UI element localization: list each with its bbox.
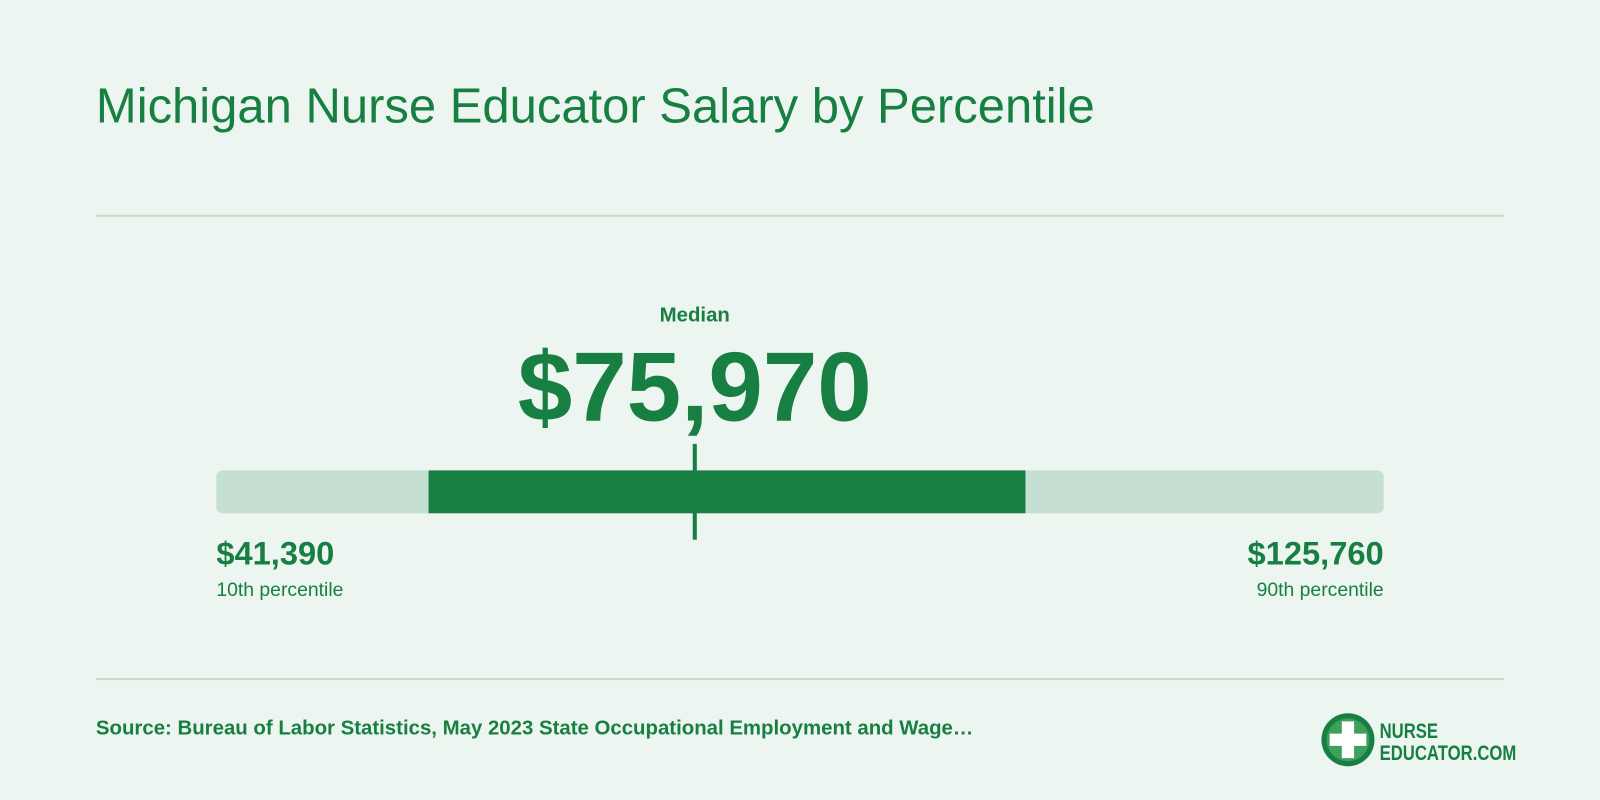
median-value: $75,970 xyxy=(518,331,872,441)
low-label: 10th percentile xyxy=(216,579,343,601)
logo: NURSE EDUCATOR.COM xyxy=(1321,713,1517,767)
median-label: Median xyxy=(660,304,730,326)
logo-text: EDUCATOR.COM xyxy=(1380,742,1517,765)
high-value: $125,760 xyxy=(1248,534,1384,571)
range-chart: Median $75,970 $41,390 10th percentile $125,… xyxy=(216,304,1384,601)
logo-cross xyxy=(1329,721,1367,759)
source: Source: Bureau of Labor Statistics, May … xyxy=(96,718,973,740)
logo-text: NURSE xyxy=(1380,720,1439,743)
high-label: 90th percentile xyxy=(1257,579,1384,601)
low-value: $41,390 xyxy=(216,534,334,571)
title: Michigan Nurse Educator Salary by Percen… xyxy=(96,79,1095,133)
interquartile-bar xyxy=(428,470,1026,514)
